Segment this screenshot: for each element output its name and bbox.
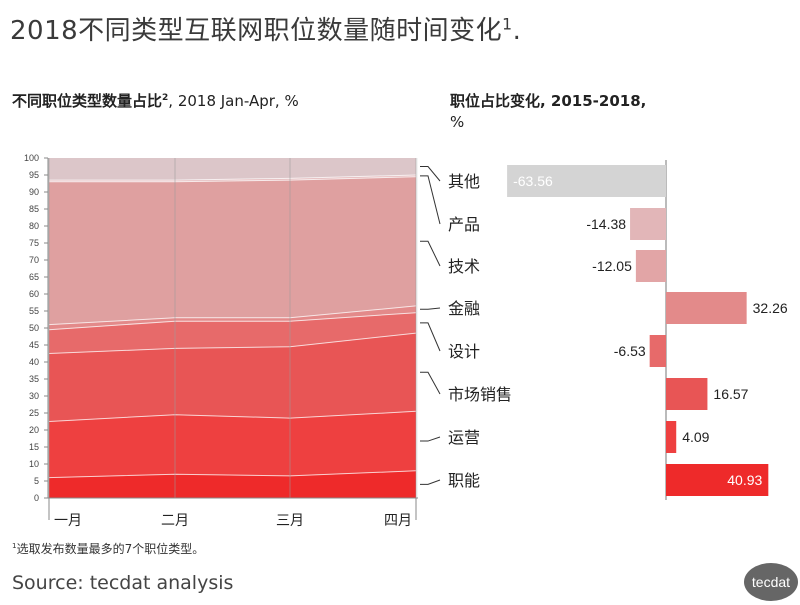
- category-connector: [420, 479, 441, 485]
- bar-value-label: -63.56: [513, 173, 553, 189]
- x-tick-label: 四月: [384, 513, 412, 529]
- footnote: 1选取发布数量最多的7个职位类型。: [12, 541, 205, 556]
- y-tick-label: 50: [29, 323, 39, 333]
- bar-chart-subtitle-line1: 职位占比变化, 2015-2018,: [450, 92, 647, 110]
- bar-其他: [507, 165, 666, 197]
- area-技术: [49, 176, 416, 325]
- bar-value-label: 4.09: [682, 429, 709, 445]
- area-boundary: [49, 176, 417, 183]
- bar-value-label: -6.53: [614, 343, 646, 359]
- y-tick-label: 90: [29, 187, 39, 197]
- category-label: 职能: [448, 471, 480, 490]
- bar-value-label: -14.38: [586, 216, 626, 232]
- y-tick-label: 100: [24, 153, 39, 163]
- category-label: 其他: [448, 172, 480, 191]
- category-label: 技术: [448, 257, 480, 276]
- y-tick-label: 35: [29, 374, 39, 384]
- bar-设计: [649, 335, 666, 367]
- y-tick-label: 85: [29, 204, 39, 214]
- category-label: 市场销售: [448, 385, 512, 404]
- area-boundary: [48, 332, 417, 354]
- chart-canvas: 0 5 10 15 20 25 30 35 40 45 50 55 60 65 70 75 80 85 90 95 10…: [24, 153, 788, 529]
- area-chart-subtitle: 不同职位类型数量占比2, 2018 Jan-Apr, %: [12, 92, 299, 110]
- category-label: 运营: [448, 428, 480, 447]
- y-tick-label: 15: [29, 442, 39, 452]
- bar-value-label: -12.05: [592, 258, 632, 274]
- area-boundary: [48, 410, 417, 422]
- category-label: 金融: [448, 299, 480, 318]
- y-tick-label: 0: [34, 493, 39, 503]
- y-tick-label: 20: [29, 425, 39, 435]
- area-boundary: [48, 470, 417, 479]
- area-市场销售: [49, 333, 416, 422]
- category-connector: [420, 371, 441, 395]
- x-tick-label: 三月: [276, 513, 304, 529]
- category-label: 设计: [448, 342, 480, 361]
- category-connector: [420, 307, 441, 310]
- y-tick-label: 95: [29, 170, 39, 180]
- y-tick-label: 10: [29, 459, 39, 469]
- area-boundary: [48, 305, 417, 326]
- bar-value-label: 32.26: [753, 300, 788, 316]
- bar-职能: [666, 464, 769, 496]
- area-职能: [49, 470, 416, 498]
- area-boundary: [48, 312, 417, 331]
- y-tick-label: 5: [34, 476, 39, 486]
- category-connector: [420, 166, 441, 182]
- x-tick-label: 二月: [161, 513, 189, 529]
- y-tick-label: 65: [29, 272, 39, 282]
- area-设计: [49, 312, 416, 354]
- bar-运营: [666, 421, 677, 453]
- y-tick-label: 30: [29, 391, 39, 401]
- tecdat-logo: tecdat: [744, 563, 798, 601]
- category-connector: [420, 322, 441, 352]
- bar-value-label: 16.57: [713, 386, 748, 402]
- bar-chart-subtitle-line2: %: [450, 113, 465, 131]
- bar-技术: [635, 250, 666, 282]
- area-运营: [49, 411, 416, 478]
- y-tick-label: 25: [29, 408, 39, 418]
- y-tick-label: 40: [29, 357, 39, 367]
- y-tick-label: 45: [29, 340, 39, 350]
- y-tick-label: 75: [29, 238, 39, 248]
- y-tick-label: 80: [29, 221, 39, 231]
- area-其他: [49, 158, 416, 181]
- category-label: 产品: [448, 215, 480, 234]
- category-connector: [420, 175, 441, 225]
- bar-产品: [630, 208, 666, 240]
- y-tick-label: 55: [29, 306, 39, 316]
- bar-金融: [666, 292, 747, 324]
- y-tick-label: 60: [29, 289, 39, 299]
- chart-title: 2018不同类型互联网职位数量随时间变化1.: [10, 15, 522, 46]
- y-tick-label: 70: [29, 255, 39, 265]
- bar-市场销售: [666, 378, 708, 410]
- source-text: Source: tecdat analysis: [12, 572, 234, 594]
- category-connector: [420, 240, 441, 267]
- area-boundary: [49, 174, 417, 181]
- category-connector: [420, 436, 441, 442]
- x-tick-label: 一月: [54, 513, 82, 529]
- bar-value-label: 40.93: [727, 472, 762, 488]
